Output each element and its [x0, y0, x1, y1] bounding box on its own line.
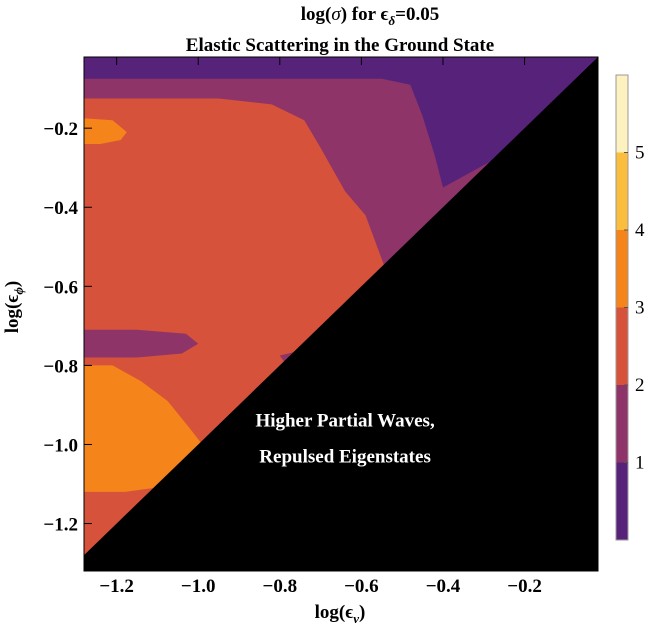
excluded-region-annotation: Higher Partial Waves, Repulsed Eigenstate…	[255, 411, 435, 468]
x-tick-label-0: −1.2	[99, 576, 134, 597]
colorbar-band-3	[616, 230, 628, 308]
y-tick-label-0: −0.2	[43, 119, 78, 140]
x-tick-label-3: −0.6	[344, 576, 379, 597]
contour-region-3	[84, 329, 199, 358]
annotation-line2: Repulsed Eigenstates	[259, 446, 431, 467]
colorbar-tick-label-0: 1	[635, 453, 645, 474]
colorbar-tick-label-1: 2	[635, 375, 645, 396]
colorbar-band-0	[616, 462, 628, 540]
x-tick-label-2: −0.8	[263, 576, 298, 597]
x-tick-label-5: −0.2	[507, 576, 542, 597]
contour-region-6	[84, 118, 127, 144]
x-tick-label-4: −0.4	[426, 576, 461, 597]
y-tick-label-1: −0.4	[43, 198, 78, 219]
chart-title-line1: log(σ) for ϵδ=0.05	[301, 4, 439, 28]
y-tick-label-3: −0.8	[43, 356, 78, 377]
colorbar-band-1	[616, 385, 628, 463]
colorbar: 1 2 3 4 5	[615, 74, 645, 541]
colorbar-band-5	[616, 75, 628, 153]
y-tick-label-2: −0.6	[43, 277, 78, 298]
plot-area	[83, 56, 599, 572]
y-tick-label-5: −1.2	[43, 515, 78, 536]
colorbar-band-2	[616, 307, 628, 385]
colorbar-tick-label-2: 3	[635, 298, 645, 319]
y-axis: −0.2 −0.4 −0.6 −0.8 −1.0 −1.2	[43, 119, 598, 536]
x-tick-label-1: −1.0	[181, 576, 216, 597]
plot-frame	[83, 56, 599, 572]
colorbar-tick-label-3: 4	[635, 220, 645, 241]
contour-region-4	[279, 351, 321, 362]
y-axis-label: log(ϵϕ)	[2, 281, 26, 333]
colorbar-band-4	[616, 152, 628, 230]
colorbar-tick-label-4: 5	[635, 143, 645, 164]
chart-title-line2: Elastic Scattering in the Ground State	[186, 35, 494, 56]
x-axis: −1.2 −1.0 −0.8 −0.6 −0.4 −0.2	[99, 57, 542, 597]
y-tick-label-4: −1.0	[43, 435, 78, 456]
contour-region-5	[84, 365, 203, 492]
excluded-region	[84, 57, 598, 571]
x-axis-label: log(ϵν)	[315, 602, 366, 626]
annotation-line1: Higher Partial Waves,	[255, 411, 435, 432]
